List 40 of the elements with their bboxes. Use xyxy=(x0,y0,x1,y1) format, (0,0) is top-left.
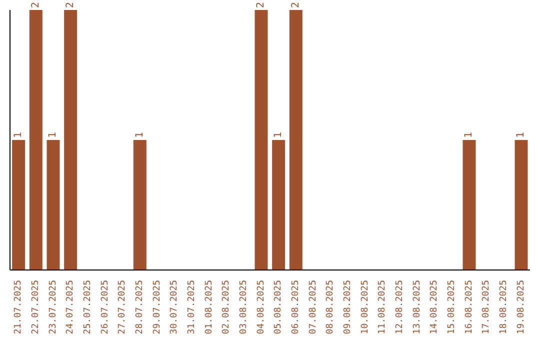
data-label: 1 xyxy=(516,132,527,138)
x-tick-label: 28.07.2025 xyxy=(135,280,145,334)
x-tick-label: 03.08.2025 xyxy=(239,280,249,334)
x-tick-label: 18.08.2025 xyxy=(499,280,509,334)
x-tick-label: 31.07.2025 xyxy=(187,280,197,334)
x-tick-label: 23.07.2025 xyxy=(48,280,58,334)
data-label: 2 xyxy=(30,2,42,8)
x-tick-label: 04.08.2025 xyxy=(256,280,266,334)
x-tick-label: 06.08.2025 xyxy=(291,280,301,334)
x-tick-label: 08.08.2025 xyxy=(326,280,336,334)
data-label: 1 xyxy=(13,132,24,138)
x-tick-label: 16.08.2025 xyxy=(464,280,474,334)
x-tick-label: 24.07.2025 xyxy=(66,280,76,334)
x-tick-label: 30.07.2025 xyxy=(170,280,180,334)
data-label: 2 xyxy=(290,2,302,8)
x-tick-label: 09.08.2025 xyxy=(343,280,353,334)
x-tick-label: 29.07.2025 xyxy=(152,280,162,334)
x-tick-label: 10.08.2025 xyxy=(360,280,370,334)
data-label: 1 xyxy=(134,132,146,138)
x-tick-label: 19.08.2025 xyxy=(516,280,526,334)
x-tick-label: 05.08.2025 xyxy=(274,280,284,334)
x-tick-label: 12.08.2025 xyxy=(395,280,405,334)
data-label: 1 xyxy=(464,132,475,138)
x-tick-label: 01.08.2025 xyxy=(204,280,214,334)
x-tick-label: 14.08.2025 xyxy=(430,280,440,334)
x-tick-label: 11.08.2025 xyxy=(378,280,388,334)
x-tick-label: 02.08.2025 xyxy=(222,280,232,334)
x-tick-label: 21.07.2025 xyxy=(14,280,24,334)
data-label: 1 xyxy=(273,132,284,138)
x-tick-label: 25.07.2025 xyxy=(83,280,93,334)
x-tick-label: 22.07.2025 xyxy=(31,280,41,334)
x-tick-label: 13.08.2025 xyxy=(412,280,422,334)
x-tick-label: 07.08.2025 xyxy=(308,280,318,334)
x-tick-label: 26.07.2025 xyxy=(100,280,110,334)
data-label: 2 xyxy=(65,2,76,8)
x-tick-label: 27.07.2025 xyxy=(118,280,128,334)
data-label: 2 xyxy=(256,2,267,8)
data-label: 1 xyxy=(48,132,59,138)
x-tick-label: 17.08.2025 xyxy=(482,280,492,334)
x-tick-label: 15.08.2025 xyxy=(447,280,457,334)
